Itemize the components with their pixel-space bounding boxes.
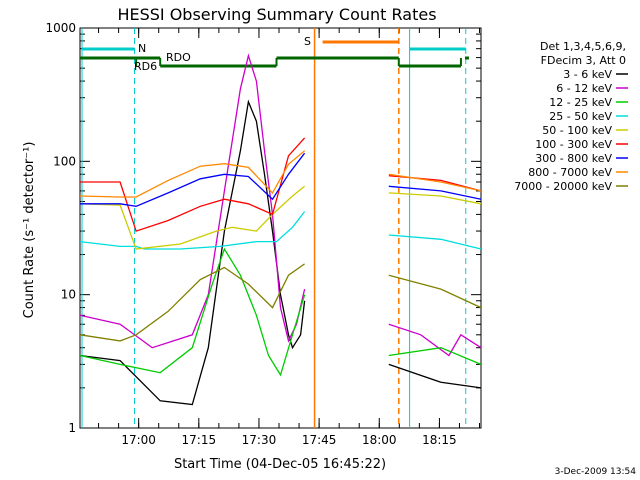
legend-entry-label: 100 - 300 keV bbox=[535, 138, 612, 151]
axis-ticks: 1 10 100 1000 17:00 17:15 17:30 17:45 18:00 18:15 bbox=[45, 21, 481, 447]
x-tick-label: 17:00 bbox=[121, 433, 156, 447]
legend-entry-label: 300 - 800 keV bbox=[535, 152, 612, 165]
legend-entry-label: 12 - 25 keV bbox=[549, 96, 612, 109]
legend-entry-label: 6 - 12 keV bbox=[556, 82, 612, 95]
legend-header: Det 1,3,4,5,6,9, bbox=[540, 40, 626, 53]
x-axis-label: Start Time (04-Dec-05 16:45:22) bbox=[174, 457, 386, 472]
series-line-50-100keV bbox=[388, 192, 482, 205]
orbit-markers: N S RDO RD6 bbox=[80, 28, 469, 428]
series-line-12-25keV bbox=[79, 247, 306, 377]
y-axis-label: Count Rate (s⁻¹ detector⁻¹) bbox=[22, 142, 37, 319]
legend-entry-label: 25 - 50 keV bbox=[549, 110, 612, 123]
series-line-100-300keV bbox=[80, 137, 306, 232]
series-line-100-300keV bbox=[388, 175, 482, 192]
series-line-6-12keV bbox=[388, 323, 482, 357]
series-line-6-12keV bbox=[79, 53, 306, 349]
footer-date: 3-Dec-2009 13:54 bbox=[555, 467, 637, 477]
series-line-300-800keV bbox=[388, 185, 482, 200]
y-tick-label: 1000 bbox=[45, 21, 76, 35]
legend-entry-label: 3 - 6 keV bbox=[563, 68, 612, 81]
y-tick-label: 10 bbox=[61, 288, 76, 302]
y-tick-label: 100 bbox=[53, 154, 76, 168]
legend-entry-label: 7000 - 20000 keV bbox=[514, 180, 612, 193]
rdo-label: RDO bbox=[166, 51, 191, 64]
series-line-3-6keV bbox=[388, 363, 482, 389]
x-tick-label: 17:15 bbox=[182, 433, 217, 447]
series-line-800-7000keV bbox=[388, 173, 482, 192]
legend-header: FDecim 3, Att 0 bbox=[541, 54, 626, 67]
chart-title: HESSI Observing Summary Count Rates bbox=[117, 5, 436, 24]
y-tick-label: 1 bbox=[68, 421, 76, 435]
x-tick-label: 17:45 bbox=[302, 433, 337, 447]
series-lines bbox=[79, 53, 482, 406]
night-label: N bbox=[138, 42, 146, 55]
series-line-25-50keV bbox=[388, 234, 482, 250]
series-line-300-800keV bbox=[80, 152, 306, 207]
plot-frame bbox=[79, 27, 482, 429]
series-line-25-50keV bbox=[79, 211, 306, 250]
series-line-50-100keV bbox=[79, 185, 306, 250]
rd6-label: RD6 bbox=[134, 60, 157, 73]
x-tick-label: 18:15 bbox=[422, 433, 457, 447]
series-line-7000-20000keV bbox=[79, 263, 305, 342]
x-tick-label: 18:00 bbox=[362, 433, 397, 447]
legend-entry-label: 800 - 7000 keV bbox=[528, 166, 612, 179]
x-tick-label: 17:30 bbox=[242, 433, 277, 447]
series-line-7000-20000keV bbox=[388, 274, 482, 309]
saa-label: S bbox=[304, 35, 311, 48]
legend-entry-label: 50 - 100 keV bbox=[542, 124, 612, 137]
series-line-800-7000keV bbox=[79, 150, 306, 198]
legend: Det 1,3,4,5,6,9,FDecim 3, Att 03 - 6 keV… bbox=[514, 40, 628, 193]
series-line-12-25keV bbox=[388, 347, 482, 366]
